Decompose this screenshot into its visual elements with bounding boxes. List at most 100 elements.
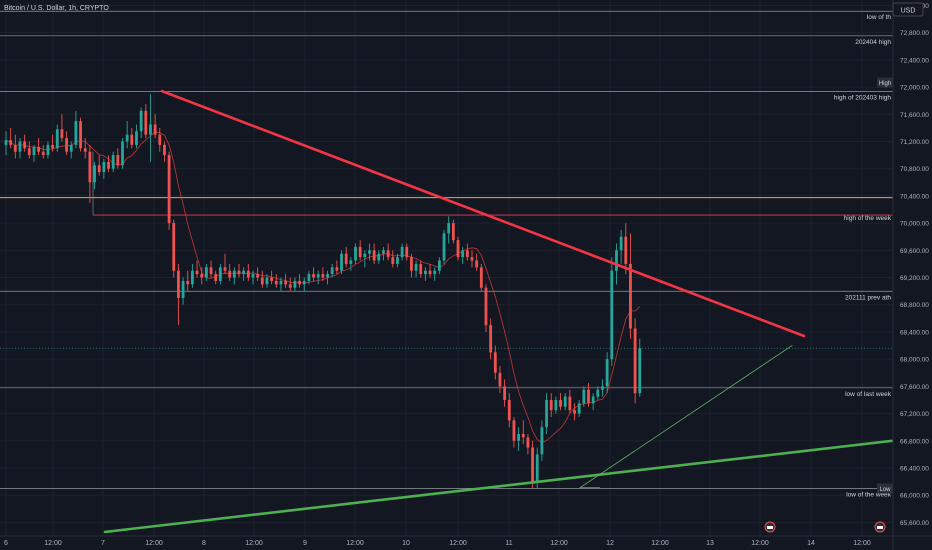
candle xyxy=(214,270,218,285)
level-label: 202404 high xyxy=(855,39,891,46)
event-flag-mark xyxy=(767,526,773,529)
candle xyxy=(228,263,232,281)
time-tick-label: 12:00 xyxy=(853,540,871,547)
candle xyxy=(489,318,493,360)
candle-body xyxy=(307,274,311,281)
candle-body xyxy=(461,250,465,258)
candle-body xyxy=(232,270,236,278)
candle-body xyxy=(302,280,306,285)
candle-body xyxy=(633,328,637,394)
candle-body xyxy=(13,144,17,152)
candle xyxy=(559,393,562,411)
candle-body xyxy=(209,267,213,275)
price-scale-bg[interactable] xyxy=(893,0,932,550)
time-tick-label: 12:00 xyxy=(751,540,769,547)
candle xyxy=(475,253,479,271)
candle xyxy=(396,253,399,268)
candle xyxy=(507,393,511,428)
badge-bg xyxy=(877,483,893,494)
candle xyxy=(265,274,269,288)
candle-body xyxy=(573,410,576,414)
descending-resistance-line[interactable] xyxy=(160,89,806,338)
candle xyxy=(279,277,283,292)
candle-body xyxy=(358,246,362,258)
candle xyxy=(419,260,423,278)
candle-body xyxy=(340,253,343,271)
candle xyxy=(97,155,101,176)
candle xyxy=(51,134,54,152)
candle xyxy=(451,219,455,244)
candle-body xyxy=(582,389,586,404)
candle-body xyxy=(391,257,395,264)
candle xyxy=(177,263,180,326)
badge-bg xyxy=(877,77,893,88)
candle xyxy=(251,270,255,285)
candle xyxy=(46,141,50,159)
trendlines xyxy=(103,89,924,534)
currency-button[interactable]: USD xyxy=(892,2,924,17)
candle-body xyxy=(433,270,437,275)
candle xyxy=(465,243,469,261)
candle-body xyxy=(465,250,469,258)
candle xyxy=(368,243,371,261)
candle xyxy=(163,141,166,162)
event-flag-icon[interactable] xyxy=(874,521,886,533)
candle-body xyxy=(493,352,497,373)
time-tick-label: 12:00 xyxy=(44,540,62,547)
candle xyxy=(307,270,311,285)
candle xyxy=(60,114,64,142)
candle-body xyxy=(410,257,413,271)
candle-body xyxy=(321,274,325,278)
time-tick-label: 9 xyxy=(303,540,307,547)
candle xyxy=(79,117,82,152)
candle-body xyxy=(372,250,376,261)
candle-body xyxy=(130,134,134,145)
candle xyxy=(447,216,451,244)
candle-body xyxy=(316,274,320,278)
rising-support-thin-line[interactable] xyxy=(579,345,793,489)
candle-body xyxy=(144,110,148,135)
candle xyxy=(27,141,31,159)
candle-body xyxy=(596,389,600,397)
candle-body xyxy=(195,270,199,275)
candle-body xyxy=(414,263,418,271)
ascending-support-line[interactable] xyxy=(103,436,924,534)
candle-body xyxy=(610,270,614,360)
candle xyxy=(284,274,287,288)
candle-body xyxy=(349,260,353,264)
moving-average xyxy=(5,131,641,444)
event-flag-icon[interactable] xyxy=(764,521,776,533)
level-label: high of the week xyxy=(844,215,892,222)
candle-body xyxy=(517,433,520,441)
candle-body xyxy=(200,274,204,278)
candle xyxy=(596,386,600,400)
badge-label: High xyxy=(879,81,891,87)
candle-body xyxy=(256,274,260,278)
candle xyxy=(135,124,138,149)
candle-body xyxy=(447,223,451,234)
candle xyxy=(386,243,390,261)
level-label: low of th xyxy=(867,14,892,21)
candle-body xyxy=(23,141,27,149)
candle xyxy=(414,260,418,278)
candle-body xyxy=(368,250,371,254)
candles xyxy=(4,93,642,489)
time-tick-label: 7 xyxy=(101,540,105,547)
candle-body xyxy=(442,233,446,261)
candle-body xyxy=(121,141,124,166)
candle xyxy=(232,267,236,285)
candle xyxy=(521,420,525,445)
price-tick-label: 67,600.00 xyxy=(900,384,929,391)
candle-body xyxy=(503,386,507,400)
candle xyxy=(531,440,534,488)
candle-body xyxy=(456,240,460,258)
candle-body xyxy=(37,146,41,152)
level-label: low of last week xyxy=(845,391,892,398)
candle xyxy=(610,257,614,366)
candle xyxy=(302,277,306,292)
candle xyxy=(340,250,343,275)
candle-body xyxy=(535,454,539,482)
candle xyxy=(326,270,329,285)
candle xyxy=(209,260,213,278)
